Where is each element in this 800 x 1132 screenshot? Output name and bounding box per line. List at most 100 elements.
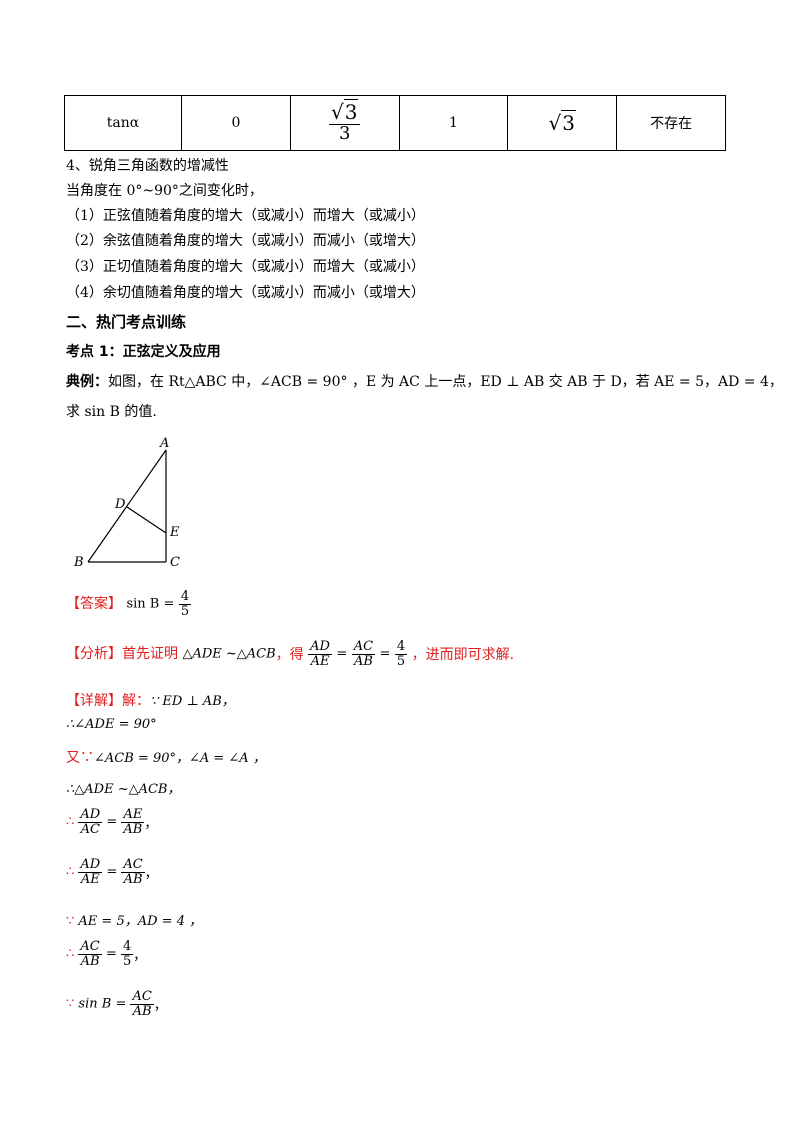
math-expr: AE = 5，AD = 4 ， xyxy=(78,914,203,929)
tan-table: tanα 0 √3 3 1 √3 不存在 xyxy=(64,95,726,151)
denominator: AE xyxy=(80,871,100,887)
segment-de xyxy=(126,506,167,534)
denominator: AC xyxy=(80,821,100,837)
tan-value-1: 1 xyxy=(449,115,458,131)
punct: ， xyxy=(153,998,167,1014)
detail-line-8: ∴ AC AB = 4 5， xyxy=(66,940,146,968)
equals: = xyxy=(106,814,118,830)
answer-expr: sin B = xyxy=(126,596,175,612)
detail-text: 解： xyxy=(122,693,150,709)
numerator: 4 xyxy=(394,639,408,655)
denominator: AB xyxy=(123,871,143,887)
denominator: 5 xyxy=(122,953,132,969)
analysis-text: 首先证明 xyxy=(122,646,178,663)
table-cell: 0 xyxy=(181,95,291,151)
table-cell: 1 xyxy=(398,95,509,151)
numerator: AC xyxy=(351,639,376,655)
numerator: 4 xyxy=(178,589,192,605)
table-cell-label: tanα xyxy=(64,95,182,151)
numerator: AD xyxy=(308,639,332,655)
tan-value-sqrt3: √3 xyxy=(548,110,577,135)
equals: = xyxy=(106,864,118,880)
label-e: E xyxy=(169,525,180,540)
math-expr: ∵ ED ⊥ AB， xyxy=(150,694,235,709)
fraction: AD AE xyxy=(308,640,332,668)
math-expr: ∴∠ADE = 90° xyxy=(66,717,157,732)
list-item: （2）余弦值随着角度的增大（或减小）而减小（或增大） xyxy=(66,233,425,249)
similarity-expr: △ADE ~△ACB xyxy=(182,646,276,662)
table-cell: √3 xyxy=(507,95,618,151)
numerator: AC xyxy=(121,857,145,873)
example-label: 典例： xyxy=(66,374,108,390)
triangle-figure: A B C D E xyxy=(73,436,180,570)
analysis-label: 【分析】 xyxy=(66,646,122,663)
because-symbol: ∵ xyxy=(66,914,75,929)
punct: ， xyxy=(133,948,147,964)
table-cell: √3 3 xyxy=(289,95,400,151)
numerator: AD xyxy=(78,807,103,823)
example-line-1: 典例：如图，在 Rt△ABC 中，∠ACB = 90° ，E 为 AC 上一点，… xyxy=(66,371,783,391)
therefore-symbol: ∴ xyxy=(66,946,75,962)
denominator: 3 xyxy=(338,123,351,144)
tan-value-undefined: 不存在 xyxy=(650,116,693,132)
detail-label: 【详解】 xyxy=(66,693,122,709)
radicand: 3 xyxy=(561,110,577,135)
section4-heading: 4、锐角三角函数的增减性 xyxy=(66,158,229,174)
equals: = xyxy=(336,646,348,662)
list-item: （1）正弦值随着角度的增大（或减小）而增大（或减小） xyxy=(66,208,425,224)
therefore-symbol: ∴ xyxy=(66,814,75,830)
detail-line-3: 又∵∠ACB = 90°，∠A = ∠A ， xyxy=(66,747,266,767)
tan-label: tanα xyxy=(106,115,140,131)
table-cell: 不存在 xyxy=(616,95,726,151)
denominator: AB xyxy=(353,653,373,669)
example-line-2: 求 sin B 的值. xyxy=(66,404,157,420)
example-text: 如图，在 Rt△ABC 中，∠ACB = 90° ，E 为 AC 上一点，ED … xyxy=(108,374,783,390)
because-symbol: ∵ xyxy=(66,996,75,1012)
detail-line-1: 【详解】解：∵ ED ⊥ AB， xyxy=(66,690,235,710)
numerator: AE xyxy=(121,807,145,823)
equals: = xyxy=(105,946,117,962)
denominator: AB xyxy=(80,953,100,969)
tan-value-0: 0 xyxy=(231,115,241,131)
radicand: 3 xyxy=(343,99,359,125)
section4-intro: 当角度在 0°~90°之间变化时， xyxy=(66,183,263,199)
denominator: 5 xyxy=(180,603,190,619)
numerator: 4 xyxy=(120,939,134,955)
numerator: AC xyxy=(130,989,154,1005)
numerator: AC xyxy=(78,939,102,955)
detail-line-9: ∵ sin B = AC AB， xyxy=(66,990,167,1018)
denominator: AE xyxy=(310,653,330,669)
section2-heading: 二、热门考点训练 xyxy=(66,313,187,331)
tan-value-sqrt3-over-3: √3 3 xyxy=(328,99,361,144)
fraction: AC AB xyxy=(121,857,145,887)
fraction: AD AC xyxy=(78,807,103,837)
list-item: （3）正切值随着角度的增大（或减小）而增大（或减小） xyxy=(66,259,425,275)
side-ab xyxy=(87,449,167,563)
therefore-symbol: ∴ xyxy=(66,864,75,880)
punct: ， xyxy=(144,866,158,882)
denominator: AB xyxy=(123,821,143,837)
table-row: tanα 0 √3 3 1 √3 不存在 xyxy=(64,95,726,151)
denominator: 5 xyxy=(396,653,406,669)
answer-label: 【答案】 xyxy=(66,596,122,613)
analysis-text: ，进而即可求解. xyxy=(411,647,515,664)
analysis-text: ，得 xyxy=(275,647,304,664)
detail-line-2: ∴∠ADE = 90° xyxy=(66,717,157,732)
list-item: （4）余切值随着角度的增大（或减小）而减小（或增大） xyxy=(66,285,425,301)
fraction: AC AB xyxy=(351,639,376,669)
denominator: AB xyxy=(132,1003,152,1019)
detail-line-6: ∴ AD AE = AC AB， xyxy=(66,858,158,886)
math-expr: sin B = xyxy=(78,996,127,1012)
fraction: AC AB xyxy=(78,939,102,969)
detail-text: 又∵ xyxy=(66,750,94,766)
label-b: B xyxy=(73,555,84,570)
math-expr: ∴△ADE ~△ACB， xyxy=(66,782,181,797)
fraction: AC AB xyxy=(130,989,154,1019)
label-d: D xyxy=(114,497,126,512)
math-expr: ∠ACB = 90°，∠A = ∠A ， xyxy=(94,751,266,766)
